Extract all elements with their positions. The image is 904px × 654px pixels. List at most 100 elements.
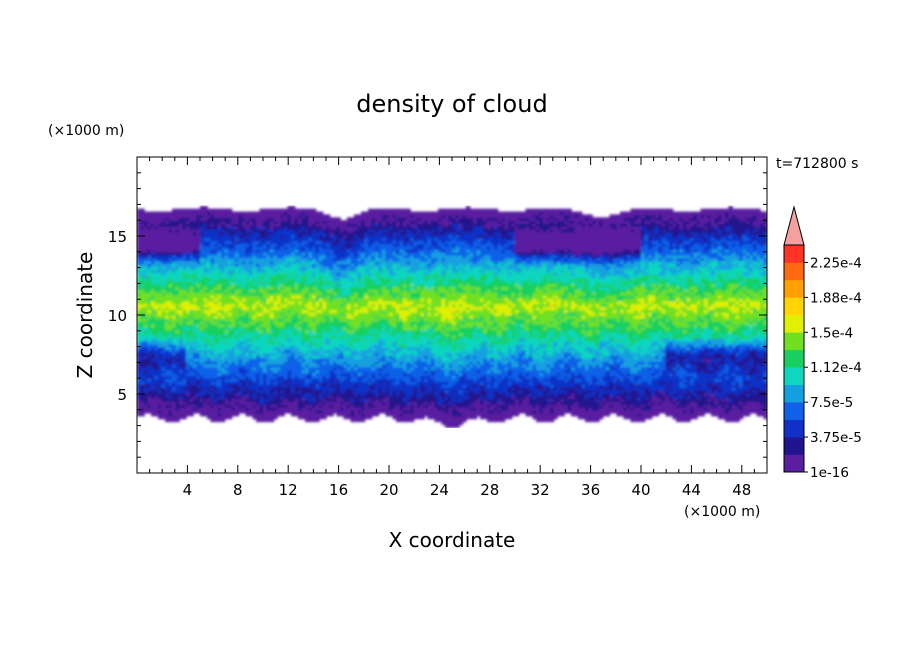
field-cell [189,220,194,224]
field-cell [284,263,289,267]
field-cell [214,214,219,219]
field-cell [228,369,233,374]
field-cell [200,263,205,267]
field-cell [186,246,191,250]
field-cell [182,386,187,391]
field-cell [263,220,268,224]
field-cell [137,389,142,394]
field-cell [196,312,201,316]
field-cell [273,266,278,270]
field-cell [207,366,212,371]
field-cell [203,225,208,230]
field-cell [189,214,194,219]
field-cell [287,248,292,253]
field-cell [291,309,296,313]
field-cell [238,283,243,288]
field-cell [270,228,275,233]
field-cell [175,231,180,236]
field-cell [140,237,145,242]
field-cell [189,274,194,279]
field-cell [158,409,163,414]
field-cell [245,409,250,414]
field-cell [231,389,236,394]
field-cell [182,346,187,351]
field-cell [301,323,306,328]
field-cell [270,289,275,293]
field-cell [147,355,152,359]
field-cell [203,312,208,316]
field-cell [301,372,306,377]
field-cell [196,248,201,253]
field-cell [151,383,156,388]
field-cell [235,352,240,357]
field-cell [305,412,310,417]
field-cell [263,317,268,322]
field-cell [210,300,215,305]
field-cell [301,395,306,400]
field-cell [256,277,261,282]
field-cell [147,335,152,339]
field-cell [193,352,198,357]
field-cell [203,266,208,270]
field-cell [231,358,236,362]
field-cell [182,378,187,382]
field-cell [221,398,226,402]
field-cell [186,352,191,357]
field-cell [266,237,271,242]
field-cell [172,303,177,308]
field-cell [231,240,236,244]
field-cell [231,246,236,250]
field-cell [207,280,212,285]
field-cell [217,369,222,374]
field-cell [182,231,187,236]
field-cell [193,401,198,405]
field-cell [179,349,184,354]
field-cell [228,306,233,311]
field-cell [263,395,268,400]
field-cell [137,406,142,411]
field-cell [273,248,278,253]
field-cell [270,383,275,388]
field-cell [203,223,208,227]
field-cell [263,303,268,308]
field-cell [175,404,180,408]
field-cell [158,323,163,328]
field-cell [235,231,240,236]
field-cell [182,266,187,270]
field-cell [221,418,226,423]
field-cell [207,211,212,216]
field-cell [140,369,145,374]
field-cell [280,337,285,342]
field-cell [249,286,254,290]
field-cell [165,323,170,328]
field-cell [235,243,240,247]
field-cell [280,315,285,319]
field-cell [238,386,243,391]
field-cell [228,251,233,256]
field-cell [221,358,226,362]
field-cell [287,289,292,293]
field-cell [189,401,194,405]
field-cell [158,220,163,224]
field-cell [259,286,264,290]
field-cell [245,211,250,216]
field-cell [291,217,296,221]
field-cell [294,283,299,288]
field-cell [256,243,261,247]
field-cell [151,372,156,377]
field-cell [235,381,240,385]
field-cell [217,346,222,351]
field-cell [242,366,247,371]
field-cell [203,320,208,325]
field-cell [217,412,222,417]
field-cell [161,386,166,391]
field-cell [291,205,296,210]
field-cell [221,240,226,244]
field-cell [189,277,194,282]
field-cell [179,312,184,316]
field-cell [172,398,177,402]
field-cell [273,360,278,365]
field-cell [298,254,303,259]
field-cell [287,260,292,265]
field-cell [270,349,275,354]
